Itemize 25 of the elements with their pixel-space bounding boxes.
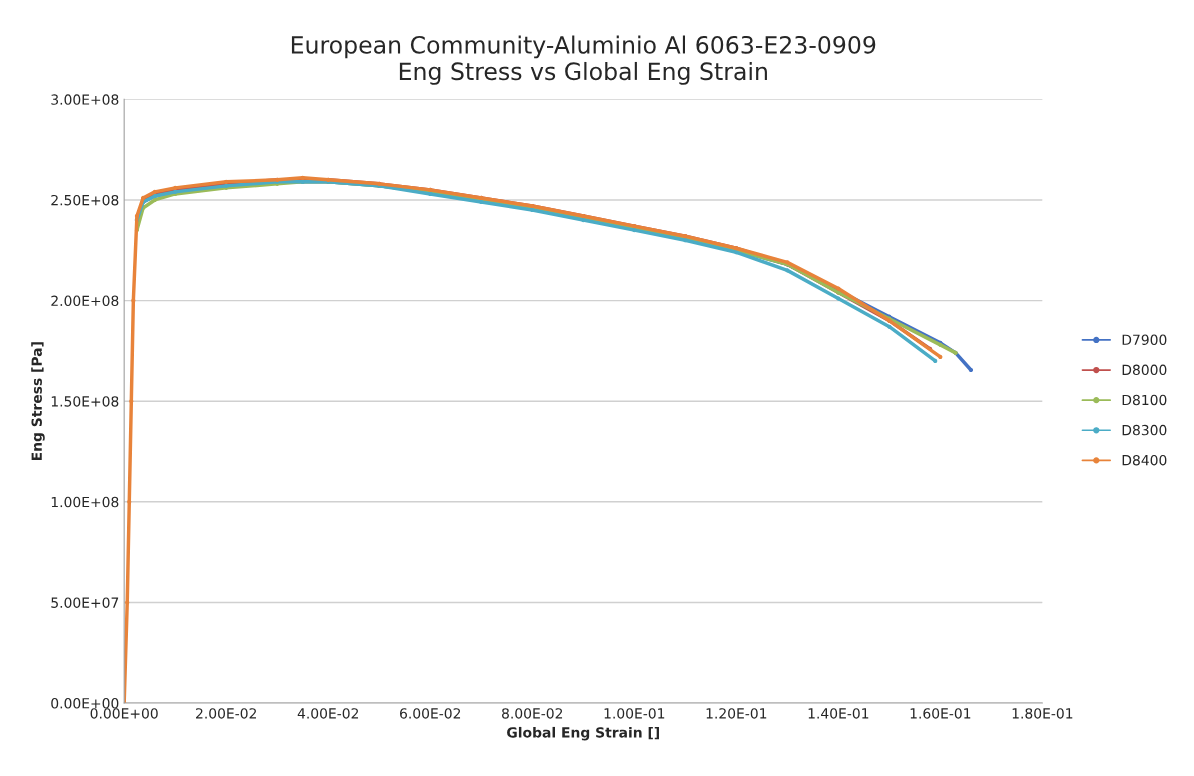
- y-tick-label: 0.00E+00: [51, 698, 119, 709]
- y-axis-title: Eng Stress [Pa]: [31, 342, 45, 461]
- y-tick-label: 1.00E+08: [51, 496, 119, 508]
- chart-title: European Community-Aluminio Al 6063-E23-0909 Eng Stress vs Global Eng Strain: [291, 35, 876, 85]
- x-tick-label: 4.00E-02: [297, 708, 359, 719]
- legend-label: D8100: [1122, 394, 1167, 406]
- legend-label: D8400: [1122, 454, 1167, 466]
- y-tick-label: 1.50E+08: [51, 396, 119, 407]
- x-tick-label: 1.60E-01: [910, 708, 971, 719]
- legend-label: D8000: [1122, 364, 1167, 376]
- x-tick-label: 0.00E+00: [90, 708, 158, 719]
- x-tick-label: 1.40E-01: [808, 708, 869, 719]
- x-tick-label: 8.00E-02: [502, 708, 563, 719]
- x-tick-label: 1.20E-01: [706, 708, 767, 719]
- x-tick-label: 1.00E-01: [604, 708, 665, 719]
- y-tick-label: 2.00E+08: [51, 295, 119, 307]
- legend-label: D7900: [1122, 334, 1167, 345]
- x-tick-label: 6.00E-02: [400, 708, 461, 719]
- x-tick-label: 2.00E-02: [196, 708, 256, 719]
- y-tick-label: 3.00E+08: [51, 94, 119, 105]
- x-tick-label: 1.80E-01: [1012, 708, 1073, 719]
- legend-label: D8300: [1122, 424, 1167, 436]
- y-tick-label: 2.50E+08: [51, 194, 119, 206]
- y-tick-label: 5.00E+07: [51, 597, 119, 608]
- x-axis-title: Global Eng Strain []: [507, 726, 659, 741]
